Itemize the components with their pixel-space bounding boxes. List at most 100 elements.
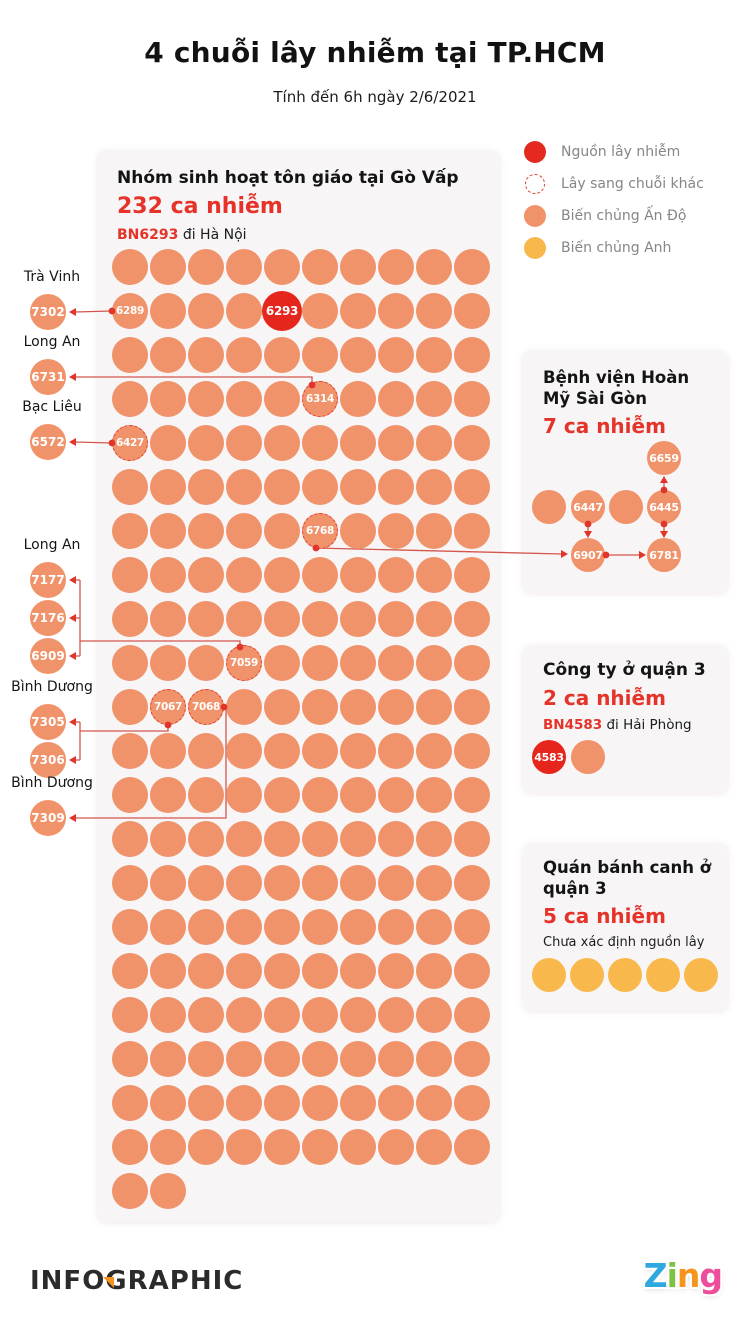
legend-item-source: Nguồn lây nhiễm	[524, 141, 704, 163]
noodle-shop-case-circle	[570, 958, 604, 992]
grid-case-circle	[378, 997, 414, 1033]
grid-case-circle	[150, 909, 186, 945]
grid-case-circle	[264, 381, 300, 417]
page-title: 4 chuỗi lây nhiễm tại TP.HCM	[144, 36, 606, 69]
panel-title: Quán bánh canh ở quận 3	[543, 858, 712, 898]
case-circle-7309: 7309	[30, 800, 66, 836]
case-circle-6447: 6447	[571, 490, 605, 524]
grid-case-circle	[188, 865, 224, 901]
grid-case-circle	[378, 777, 414, 813]
legend: Nguồn lây nhiễm Lây sang chuỗi khác Biến…	[524, 141, 704, 259]
grid-case-circle	[416, 1085, 452, 1121]
grid-case-circle	[226, 777, 262, 813]
grid-case-circle	[226, 909, 262, 945]
grid-case-circle	[150, 1173, 186, 1209]
case-circle-6731: 6731	[30, 359, 66, 395]
grid-case-circle	[378, 513, 414, 549]
grid-case-circle	[112, 249, 148, 285]
grid-case-circle	[454, 249, 490, 285]
grid-case-circle	[378, 1041, 414, 1077]
grid-case-circle	[188, 425, 224, 461]
province-label: Trà Vinh	[23, 269, 81, 285]
case-count: 232 ca nhiễm	[117, 194, 283, 220]
grid-case-circle	[340, 513, 376, 549]
panel-hoan-my-hospital: Bệnh viện Hoàn Mỹ Sài Gòn 7 ca nhiễm	[523, 350, 728, 593]
grid-case-circle	[340, 381, 376, 417]
grid-case-circle	[150, 469, 186, 505]
grid-case-circle	[454, 1085, 490, 1121]
grid-case-circle	[302, 1085, 338, 1121]
grid-case-circle	[188, 337, 224, 373]
grid-case-circle	[150, 601, 186, 637]
grid-case-circle	[302, 1041, 338, 1077]
grid-case-circle	[264, 865, 300, 901]
grid-case-circle	[226, 381, 262, 417]
grid-case-circle	[302, 645, 338, 681]
grid-case-circle	[112, 645, 148, 681]
grid-case-circle	[302, 249, 338, 285]
note-text: đi Hải Phòng	[606, 717, 692, 734]
grid-case-circle	[340, 953, 376, 989]
grid-case-circle	[264, 601, 300, 637]
grid-case-circle	[378, 909, 414, 945]
grid-case-circle	[226, 469, 262, 505]
case-circle-6659: 6659	[647, 441, 681, 475]
grid-case-circle	[188, 1129, 224, 1165]
grid-case-circle	[264, 645, 300, 681]
grid-case-circle	[226, 1041, 262, 1077]
grid-case-circle	[302, 997, 338, 1033]
grid-case-circle	[340, 645, 376, 681]
grid-case-circle	[112, 469, 148, 505]
grid-case-circle	[112, 821, 148, 857]
patient-code: BN4583	[543, 717, 603, 734]
case-count: 2 ca nhiễm	[543, 686, 666, 711]
case-circle-6909: 6909	[30, 638, 66, 674]
grid-case-circle	[226, 249, 262, 285]
grid-case-circle	[188, 909, 224, 945]
grid-case-circle	[416, 293, 452, 329]
grid-case-circle	[302, 425, 338, 461]
grid-case-circle	[416, 645, 452, 681]
grid-case-circle	[264, 337, 300, 373]
grid-case-circle	[226, 601, 262, 637]
case-circle-7306: 7306	[30, 742, 66, 778]
grid-case-circle	[340, 909, 376, 945]
grid-case-circle	[302, 337, 338, 373]
case-circle-6572: 6572	[30, 424, 66, 460]
legend-label: Biến chủng Anh	[561, 240, 672, 256]
grid-case-circle	[150, 557, 186, 593]
grid-case-circle	[112, 557, 148, 593]
grid-case-circle	[378, 865, 414, 901]
legend-item-india-variant: Biến chủng Ấn Độ	[524, 205, 704, 227]
grid-case-circle	[112, 1041, 148, 1077]
grid-case-circle	[378, 1085, 414, 1121]
grid-case-circle	[302, 865, 338, 901]
zing-letter: Z	[643, 1256, 668, 1295]
case-circle-7302: 7302	[30, 294, 66, 330]
grid-case-circle	[226, 293, 262, 329]
legend-item-spread: Lây sang chuỗi khác	[524, 173, 704, 195]
grid-case-circle	[378, 645, 414, 681]
infographic-brand: INFOGRAPHIC	[30, 1266, 244, 1296]
grid-case-circle	[188, 733, 224, 769]
grid-case-circle	[416, 381, 452, 417]
case-circle-6427: 6427	[112, 425, 148, 461]
grid-case-circle	[112, 733, 148, 769]
grid-case-circle	[378, 689, 414, 725]
grid-case-circle	[340, 337, 376, 373]
case-circle-7059: 7059	[226, 645, 262, 681]
case-circle-7067: 7067	[150, 689, 186, 725]
province-label: Bình Dương	[11, 679, 93, 695]
legend-label: Biến chủng Ấn Độ	[561, 208, 687, 224]
grid-case-circle	[112, 689, 148, 725]
brand-g-accent-icon	[103, 1277, 114, 1288]
grid-case-circle	[112, 513, 148, 549]
page-subtitle: Tính đến 6h ngày 2/6/2021	[273, 88, 477, 106]
grid-case-circle	[416, 909, 452, 945]
grid-case-circle	[340, 1129, 376, 1165]
grid-case-circle	[188, 249, 224, 285]
case-circle-6768: 6768	[302, 513, 338, 549]
grid-case-circle	[454, 557, 490, 593]
grid-case-circle	[150, 1085, 186, 1121]
noodle-shop-case-circle	[646, 958, 680, 992]
